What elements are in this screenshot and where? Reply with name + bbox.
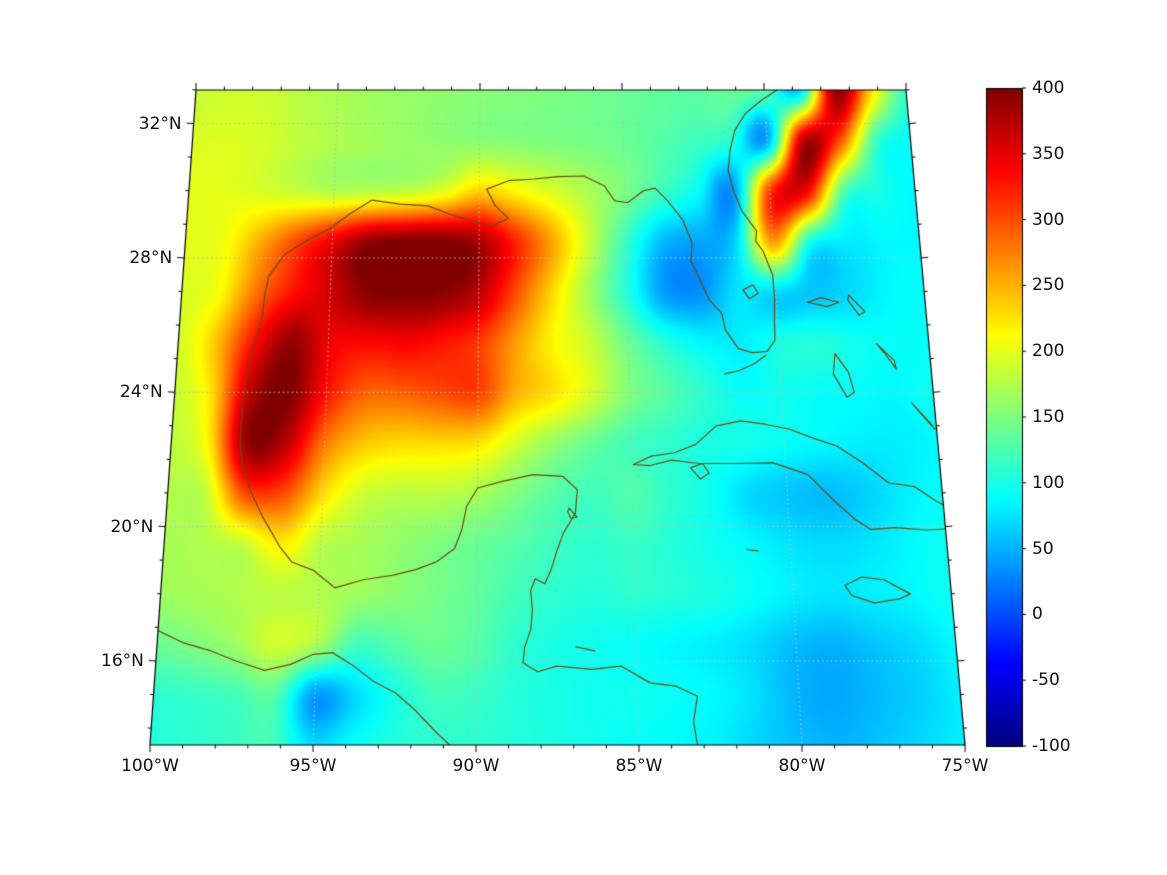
- figure: 32°N 28°N 24°N 20°N 16°N 100°W 95°W 90°W 85°W 80°…: [0, 0, 1167, 875]
- map-plot-canvas: [0, 0, 1167, 875]
